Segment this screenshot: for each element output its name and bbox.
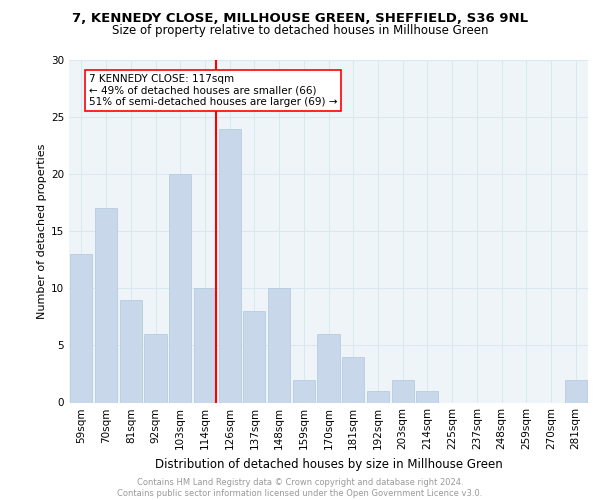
Bar — [243, 311, 265, 402]
Bar — [293, 380, 315, 402]
Bar — [392, 380, 414, 402]
Text: Contains HM Land Registry data © Crown copyright and database right 2024.
Contai: Contains HM Land Registry data © Crown c… — [118, 478, 482, 498]
X-axis label: Distribution of detached houses by size in Millhouse Green: Distribution of detached houses by size … — [155, 458, 502, 471]
Text: 7, KENNEDY CLOSE, MILLHOUSE GREEN, SHEFFIELD, S36 9NL: 7, KENNEDY CLOSE, MILLHOUSE GREEN, SHEFF… — [72, 12, 528, 26]
Bar — [95, 208, 117, 402]
Bar — [416, 391, 439, 402]
Bar — [169, 174, 191, 402]
Bar — [194, 288, 216, 403]
Bar — [342, 357, 364, 403]
Bar — [70, 254, 92, 402]
Bar — [565, 380, 587, 402]
Bar — [119, 300, 142, 403]
Text: 7 KENNEDY CLOSE: 117sqm
← 49% of detached houses are smaller (66)
51% of semi-de: 7 KENNEDY CLOSE: 117sqm ← 49% of detache… — [89, 74, 337, 107]
Bar — [268, 288, 290, 403]
Bar — [145, 334, 167, 402]
Bar — [317, 334, 340, 402]
Bar — [367, 391, 389, 402]
Text: Size of property relative to detached houses in Millhouse Green: Size of property relative to detached ho… — [112, 24, 488, 37]
Y-axis label: Number of detached properties: Number of detached properties — [37, 144, 47, 319]
Bar — [218, 128, 241, 402]
